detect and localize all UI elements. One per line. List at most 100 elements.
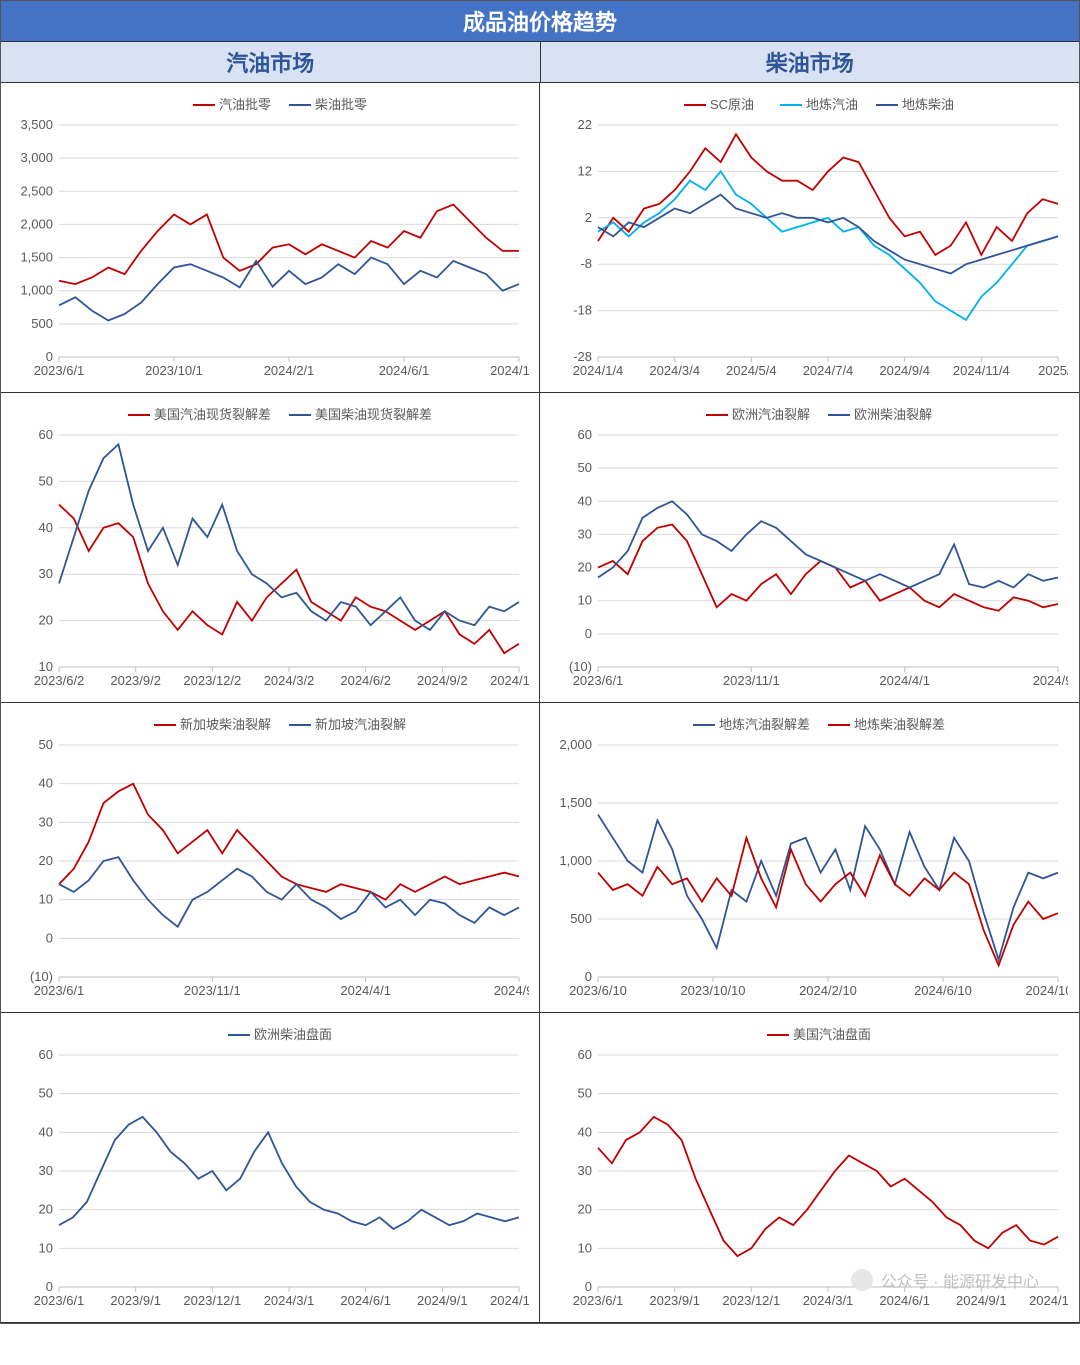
svg-text:2024/9/1: 2024/9/1	[417, 1293, 468, 1308]
svg-text:3,000: 3,000	[20, 150, 53, 165]
series-line	[59, 444, 519, 630]
svg-text:60: 60	[39, 1047, 53, 1062]
line-chart: 1020304050602023/6/22023/9/22023/12/2202…	[9, 399, 529, 695]
svg-text:50: 50	[578, 1086, 592, 1101]
chart-cell-1: 05001,0001,5002,0002,5003,0003,5002023/6…	[1, 83, 540, 393]
series-line	[598, 838, 1058, 966]
legend-label: 地炼汽油	[806, 97, 858, 112]
line-chart: 01020304050602023/6/12023/9/12023/12/120…	[548, 1019, 1068, 1315]
chart-grid: 0 50 0 1,000 1,500 2,000 2,500 3,000 3,500 2023/6…	[1, 83, 1079, 1323]
svg-text:40: 40	[39, 1124, 53, 1139]
svg-text:2023/6/1: 2023/6/1	[34, 983, 85, 998]
chart-cell-2: -28-18-8212222024/1/42024/3/42024/5/4202…	[540, 83, 1079, 393]
legend-label: 美国汽油现货裂解差	[154, 407, 271, 422]
svg-text:2024/2/10: 2024/2/10	[799, 983, 857, 998]
svg-text:2024/12/1: 2024/12/1	[490, 1293, 529, 1308]
svg-text:2024/7/4: 2024/7/4	[803, 363, 854, 378]
legend-label: 地炼汽油裂解差	[719, 717, 810, 732]
main-title: 成品油价格趋势	[1, 1, 1079, 42]
svg-text:30: 30	[39, 1163, 53, 1178]
line-chart: 01020304050602023/6/12023/9/12023/12/120…	[9, 1019, 529, 1315]
svg-text:2023/12/1: 2023/12/1	[722, 1293, 780, 1308]
legend-label: 美国汽油盘面	[793, 1027, 871, 1042]
svg-text:(10): (10)	[569, 659, 592, 674]
svg-text:2024/12/1: 2024/12/1	[1029, 1293, 1068, 1308]
svg-text:60: 60	[578, 1047, 592, 1062]
svg-text:10: 10	[578, 1240, 592, 1255]
svg-text:40: 40	[578, 493, 592, 508]
svg-text:0: 0	[46, 349, 53, 364]
svg-text:2024/2/1: 2024/2/1	[264, 363, 315, 378]
svg-text:30: 30	[39, 566, 53, 581]
legend-label: 地炼柴油	[902, 97, 954, 112]
sub-header-row: 汽油市场 柴油市场	[1, 42, 1079, 83]
svg-text:1,500: 1,500	[20, 250, 53, 265]
legend-label: 地炼柴油裂解差	[854, 717, 945, 732]
svg-text:20: 20	[39, 853, 53, 868]
svg-text:20: 20	[39, 1202, 53, 1217]
svg-text:60: 60	[578, 427, 592, 442]
chart-cell-4: (10)01020304050602023/6/12023/11/12024/4…	[540, 393, 1079, 703]
svg-text:40: 40	[39, 776, 53, 791]
svg-text:22: 22	[578, 117, 592, 132]
svg-text:2023/6/10: 2023/6/10	[569, 983, 627, 998]
series-line	[59, 258, 519, 321]
svg-text:12: 12	[578, 163, 592, 178]
svg-text:60: 60	[39, 427, 53, 442]
legend-label: 新加坡柴油裂解	[180, 717, 271, 732]
svg-text:1,000: 1,000	[559, 853, 592, 868]
chart-cell-7: 01020304050602023/6/12023/9/12023/12/120…	[1, 1013, 540, 1323]
svg-text:10: 10	[39, 892, 53, 907]
svg-text:0: 0	[585, 969, 592, 984]
svg-text:2024/10/1: 2024/10/1	[490, 363, 529, 378]
svg-text:50: 50	[578, 460, 592, 475]
line-chart: 05001,0001,5002,0002023/6/102023/10/1020…	[548, 709, 1068, 1005]
svg-text:2024/9/2: 2024/9/2	[417, 673, 468, 688]
svg-text:2023/12/2: 2023/12/2	[183, 673, 241, 688]
svg-text:0: 0	[585, 1279, 592, 1294]
legend-label: 汽油批零	[219, 97, 271, 112]
legend-label: 欧洲柴油盘面	[254, 1027, 332, 1042]
svg-text:2,000: 2,000	[559, 737, 592, 752]
svg-text:10: 10	[39, 1240, 53, 1255]
svg-text:2023/10/1: 2023/10/1	[145, 363, 203, 378]
svg-text:30: 30	[578, 526, 592, 541]
line-chart: -28-18-8212222024/1/42024/3/42024/5/4202…	[548, 89, 1068, 385]
series-line	[598, 134, 1058, 255]
line-chart: (10)01020304050602023/6/12023/11/12024/4…	[548, 399, 1068, 695]
series-line	[598, 1117, 1058, 1256]
series-line	[598, 501, 1058, 587]
series-line	[59, 1117, 519, 1229]
svg-text:(10): (10)	[30, 969, 53, 984]
svg-text:2024/9/1: 2024/9/1	[494, 983, 529, 998]
svg-text:2024/11/4: 2024/11/4	[953, 363, 1010, 378]
chart-cell-6: 05001,0001,5002,0002023/6/102023/10/1020…	[540, 703, 1079, 1013]
svg-text:0: 0	[46, 1279, 53, 1294]
svg-text:2,500: 2,500	[20, 183, 53, 198]
svg-text:50: 50	[39, 473, 53, 488]
svg-text:20: 20	[578, 1202, 592, 1217]
svg-text:2023/11/1: 2023/11/1	[723, 673, 780, 688]
svg-text:2023/9/2: 2023/9/2	[110, 673, 161, 688]
svg-text:2023/6/1: 2023/6/1	[573, 673, 624, 688]
svg-text:10: 10	[578, 593, 592, 608]
legend-label: SC原油	[710, 97, 754, 112]
legend-label: 欧洲汽油裂解	[732, 407, 810, 422]
svg-text:2023/6/1: 2023/6/1	[34, 363, 85, 378]
line-chart: (10)010203040502023/6/12023/11/12024/4/1…	[9, 709, 529, 1005]
chart-cell-5: (10)010203040502023/6/12023/11/12024/4/1…	[1, 703, 540, 1013]
svg-text:2024/6/10: 2024/6/10	[914, 983, 972, 998]
svg-text:2024/6/1: 2024/6/1	[879, 1293, 930, 1308]
chart-cell-3: 1020304050602023/6/22023/9/22023/12/2202…	[1, 393, 540, 703]
svg-text:-18: -18	[573, 303, 592, 318]
svg-text:2024/3/2: 2024/3/2	[264, 673, 315, 688]
svg-text:30: 30	[39, 814, 53, 829]
svg-text:20: 20	[39, 613, 53, 628]
svg-text:3,500: 3,500	[20, 117, 53, 132]
svg-text:-28: -28	[573, 349, 592, 364]
svg-text:2024/9/1: 2024/9/1	[1033, 673, 1068, 688]
svg-text:40: 40	[578, 1124, 592, 1139]
series-line	[598, 815, 1058, 960]
legend-label: 柴油批零	[315, 97, 367, 112]
dashboard: 成品油价格趋势 汽油市场 柴油市场 0 50 0 1,000 1,500 2,000 2,5…	[0, 0, 1080, 1324]
